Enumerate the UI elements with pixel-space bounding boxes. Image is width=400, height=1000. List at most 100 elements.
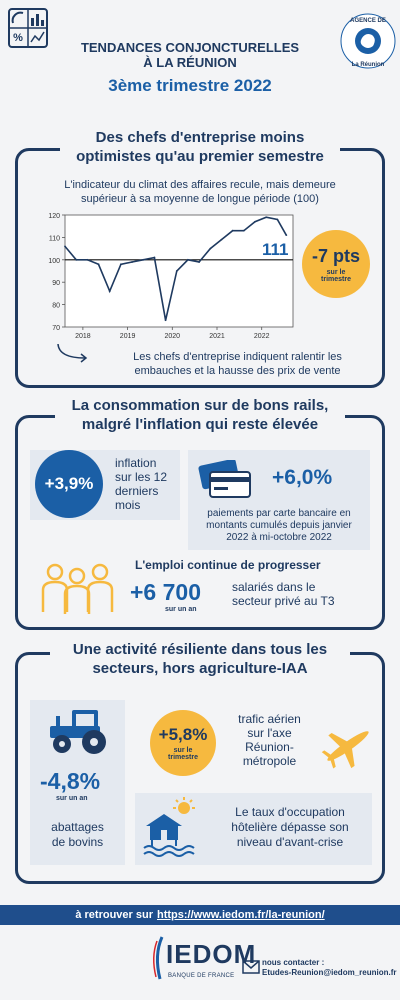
contact-label: nous contacter : — [262, 958, 325, 967]
climate-point — [187, 258, 189, 261]
section2-title-line1: La consommation sur de bons rails, — [71, 397, 329, 414]
inflation-text-3: derniers — [115, 484, 159, 498]
envelope-icon — [242, 960, 260, 974]
climate-point — [265, 216, 268, 219]
section1-intro: L'indicateur du climat des affaires recu… — [25, 178, 375, 206]
tractor-text-1: abattages — [51, 820, 104, 834]
climate-point — [164, 319, 167, 322]
change-value: -7 pts — [311, 245, 360, 266]
climate-point — [75, 258, 78, 261]
card-text: paiements par carte bancaire en montants… — [190, 508, 368, 544]
climate-point — [198, 261, 201, 263]
hotel-text: Le taux d'occupation hôtelière dépasse s… — [210, 805, 370, 850]
business-climate-chart: 70 80 90 100 110 120 2018 2019 2020 2021 2022 — [48, 213, 294, 340]
air-caption-2: trimestre — [168, 754, 198, 761]
card-text-1: paiements par carte bancaire en — [207, 508, 351, 519]
iedom-logo-mark — [153, 936, 164, 980]
website-link[interactable]: https://www.iedom.fr/la-reunion/ — [157, 909, 325, 921]
last-value-label: 111 — [262, 240, 289, 259]
climate-point — [254, 220, 256, 223]
air-traffic-circle: +5,8% sur le trimestre — [150, 710, 216, 776]
people-group-icon — [41, 563, 114, 614]
change-caption-1: sur le — [326, 268, 346, 276]
card-text-2: montants cumulés depuis janvier — [206, 520, 352, 531]
x-tick-label: 2018 — [75, 333, 91, 340]
tractor-icon — [50, 710, 106, 754]
x-tick-label: 2022 — [254, 333, 270, 340]
title-line-2: À LA RÉUNION — [143, 55, 237, 70]
climate-point — [119, 263, 122, 266]
section2-title: La consommation sur de bons rails, malgr… — [55, 396, 345, 434]
tractor-caption: sur un an — [56, 795, 88, 802]
tractor-text: abattages de bovins — [30, 820, 125, 850]
section3-title-line2: secteurs, hors agriculture-IAA — [92, 660, 308, 677]
employment-text-1: salariés dans le — [232, 580, 316, 594]
climate-point — [108, 290, 111, 293]
footer-link-bar: à retrouver sur https://www.iedom.fr/la-… — [0, 905, 400, 925]
inflation-text-4: mois — [115, 498, 141, 512]
airplane-icon — [321, 731, 369, 769]
y-tick-label: 100 — [48, 258, 60, 265]
intro-line-1: L'indicateur du climat des affaires recu… — [64, 179, 336, 191]
tractor-value: -4,8% — [40, 768, 101, 794]
page-title: TENDANCES CONJONCTURELLES À LA RÉUNION — [60, 40, 320, 70]
y-tick-label: 90 — [52, 280, 60, 287]
air-text-3: Réunion- — [245, 740, 294, 754]
badge-top-text: AGENCE DE — [350, 18, 386, 24]
employment-text: salariés dans le secteur privé au T3 — [232, 580, 335, 608]
section3-title-line1: Une activité résiliente dans tous les — [72, 641, 328, 658]
card-value: +6,0% — [272, 466, 333, 489]
svg-text:%: % — [13, 32, 23, 44]
contact-email[interactable]: Etudes-Reunion@iedom_reunion.fr — [262, 968, 397, 977]
section1-title-line1: Des chefs d'entreprise moins — [95, 129, 305, 146]
intro-line-2: supérieur à sa moyenne de longue période… — [81, 193, 319, 205]
hotel-text-1: Le taux d'occupation — [235, 805, 345, 819]
climate-point — [153, 256, 156, 259]
climate-point — [86, 258, 89, 261]
page-subtitle: 3ème trimestre 2022 — [108, 76, 272, 95]
section2-title-line2: malgré l'inflation qui reste élevée — [81, 416, 319, 433]
employment-text-2: secteur privé au T3 — [232, 594, 335, 608]
note-line-2: embauches et la hausse des prix de vente — [134, 365, 341, 377]
note-line-1: Les chefs d'entreprise indiquent ralenti… — [133, 351, 342, 363]
climate-point — [142, 258, 145, 261]
contact-block: nous contacter : Etudes-Reunion@iedom_re… — [262, 958, 396, 978]
y-tick-label: 120 — [48, 213, 60, 220]
iedom-logo-text: IEDOM — [166, 939, 257, 969]
employment-caption: sur un an — [165, 606, 197, 613]
title-line-1: TENDANCES CONJONCTURELLES — [80, 40, 300, 55]
climate-point — [64, 245, 66, 248]
inflation-text: inflation sur les 12 derniers mois — [115, 456, 167, 512]
tractor-text-2: de bovins — [51, 835, 104, 849]
air-text: trafic aérien sur l'axe Réunion- métropo… — [222, 712, 317, 768]
y-tick-label: 80 — [52, 303, 60, 310]
inflation-text-2: sur les 12 — [115, 470, 168, 484]
climate-point — [276, 218, 279, 221]
x-tick-label: 2019 — [120, 333, 136, 340]
air-text-4: métropole — [242, 754, 297, 768]
iedom-logo: IEDOM BANQUE DE FRANCE — [150, 933, 255, 991]
climate-point — [209, 247, 212, 250]
section3-title: Une activité résiliente dans tous les se… — [50, 640, 350, 678]
chart-percent-icon: % — [8, 8, 48, 48]
air-caption-1: sur le — [173, 747, 193, 754]
change-circle: -7 pts sur le trimestre — [302, 230, 370, 298]
section1-title-line2: optimistes qu'au premier semestre — [76, 148, 324, 165]
agence-reunion-badge: AGENCE DE La Réunion — [340, 13, 396, 69]
footer-prefix: à retrouver sur — [75, 909, 153, 921]
section1-note: Les chefs d'entreprise indiquent ralenti… — [95, 350, 380, 378]
hotel-text-2: hôtelière dépasse son — [231, 820, 349, 834]
beach-hotel-icon — [143, 797, 195, 857]
credit-cards-icon — [198, 460, 251, 498]
air-text-1: trafic aérien — [238, 712, 301, 726]
climate-point — [242, 229, 245, 232]
air-text-2: sur l'axe — [247, 726, 292, 740]
climate-point — [97, 263, 100, 266]
y-tick-label: 110 — [49, 235, 60, 242]
employment-heading: L'emploi continue de progresser — [135, 558, 321, 572]
climate-point — [231, 229, 234, 232]
x-tick-label: 2021 — [209, 333, 225, 340]
climate-point — [220, 238, 223, 241]
hotel-text-3: niveau d'avant-crise — [236, 835, 344, 849]
change-caption-2: trimestre — [321, 275, 351, 283]
